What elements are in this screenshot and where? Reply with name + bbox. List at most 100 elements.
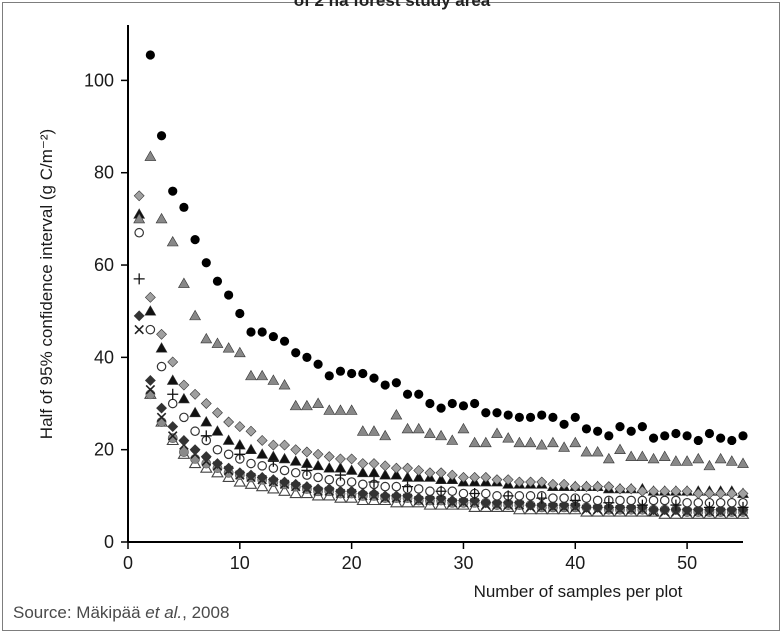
point-dark-diamond bbox=[435, 492, 447, 504]
point-filled-circle bbox=[268, 331, 278, 342]
point-grey-triangle bbox=[300, 399, 313, 411]
point-plus bbox=[737, 501, 749, 513]
point-dark-diamond bbox=[446, 495, 458, 506]
point-dark-diamond bbox=[625, 501, 637, 513]
point-dark-diamond bbox=[592, 501, 604, 513]
point-grey-triangle bbox=[725, 455, 738, 466]
series-dark-diamond bbox=[133, 310, 749, 516]
point-plus bbox=[200, 430, 212, 442]
point-filled-circle bbox=[391, 378, 401, 388]
point-dark-diamond bbox=[256, 471, 268, 483]
source-prefix: Source: Mäkipää bbox=[13, 603, 146, 622]
x-tick-label: 20 bbox=[342, 553, 362, 573]
point-grey-diamond bbox=[189, 388, 201, 400]
point-grey-diamond bbox=[178, 379, 190, 391]
point-dark-diamond bbox=[614, 501, 626, 513]
point-black-triangle bbox=[211, 425, 224, 436]
point-grey-triangle bbox=[211, 337, 224, 348]
point-open-circle bbox=[290, 467, 301, 478]
point-plus bbox=[603, 497, 615, 509]
point-grey-triangle bbox=[569, 436, 582, 448]
point-grey-triangle bbox=[356, 425, 369, 436]
point-filled-circle bbox=[458, 401, 469, 411]
point-grey-diamond bbox=[726, 488, 738, 499]
point-grey-triangle bbox=[323, 404, 336, 415]
point-filled-circle bbox=[302, 352, 312, 362]
point-filled-circle bbox=[704, 428, 715, 439]
x-tick-label: 30 bbox=[453, 553, 473, 573]
point-grey-triangle bbox=[614, 443, 626, 455]
point-filled-circle bbox=[559, 419, 569, 429]
point-dark-diamond bbox=[212, 458, 223, 469]
point-open-circle bbox=[447, 486, 458, 497]
point-dark-diamond bbox=[156, 402, 167, 414]
x-tick-label: 50 bbox=[677, 553, 697, 573]
point-open-circle bbox=[257, 461, 267, 471]
point-open-circle bbox=[559, 493, 569, 503]
point-open-circle bbox=[425, 486, 435, 497]
point-open-circle bbox=[514, 491, 525, 501]
point-open-circle bbox=[458, 488, 469, 499]
point-filled-circle bbox=[425, 398, 435, 409]
point-black-triangle bbox=[412, 471, 425, 482]
point-grey-triangle bbox=[423, 427, 436, 438]
point-black-triangle bbox=[222, 434, 235, 445]
point-black-triangle bbox=[368, 466, 380, 478]
axes: 0 20 40 60 80 100 0 10 20 30 40 50 bbox=[84, 25, 743, 573]
point-grey-circle bbox=[190, 454, 200, 464]
point-filled-circle bbox=[201, 258, 211, 268]
point-plus bbox=[368, 476, 380, 488]
point-open-circle bbox=[145, 324, 156, 335]
point-filled-circle bbox=[224, 290, 234, 300]
point-black-triangle bbox=[166, 374, 179, 385]
point-plus bbox=[402, 481, 414, 493]
point-filled-circle bbox=[604, 431, 614, 441]
point-dark-diamond bbox=[681, 504, 693, 516]
point-filled-circle bbox=[335, 366, 346, 376]
point-filled-circle bbox=[648, 433, 659, 443]
point-grey-triangle bbox=[546, 436, 559, 448]
point-filled-circle bbox=[570, 412, 580, 422]
point-grey-triangle bbox=[491, 427, 503, 438]
point-grey-diamond bbox=[625, 483, 637, 495]
point-grey-triangle bbox=[714, 452, 727, 464]
point-open-triangle bbox=[244, 477, 258, 489]
point-filled-circle bbox=[347, 368, 357, 379]
point-grey-diamond bbox=[513, 476, 525, 488]
point-grey-triangle bbox=[737, 457, 749, 468]
point-filled-circle bbox=[492, 408, 502, 418]
point-filled-circle bbox=[481, 408, 491, 418]
point-grey-triangle bbox=[580, 445, 593, 457]
point-grey-triangle bbox=[636, 450, 649, 461]
point-filled-circle bbox=[637, 421, 647, 432]
point-grey-triangle bbox=[401, 422, 414, 434]
point-cross bbox=[167, 431, 178, 441]
point-grey-diamond bbox=[692, 488, 704, 499]
point-open-circle bbox=[715, 497, 726, 508]
point-dark-diamond bbox=[346, 485, 358, 497]
point-grey-diamond bbox=[167, 356, 179, 368]
point-dark-diamond bbox=[726, 504, 738, 516]
point-dark-diamond bbox=[144, 375, 156, 386]
point-black-triangle bbox=[177, 392, 190, 404]
point-filled-circle bbox=[660, 431, 670, 441]
point-filled-circle bbox=[716, 433, 726, 443]
point-grey-diamond bbox=[547, 478, 559, 490]
point-plus bbox=[569, 494, 581, 506]
point-grey-triangle bbox=[379, 429, 392, 441]
point-black-triangle bbox=[435, 473, 448, 485]
point-grey-diamond bbox=[312, 448, 324, 460]
point-dark-diamond bbox=[357, 488, 369, 499]
point-filled-circle bbox=[235, 308, 245, 319]
point-filled-circle bbox=[537, 410, 547, 420]
point-dark-diamond bbox=[335, 485, 346, 497]
point-grey-diamond bbox=[290, 444, 302, 456]
point-dark-diamond bbox=[558, 499, 570, 511]
point-dark-diamond bbox=[323, 483, 335, 495]
point-grey-diamond bbox=[357, 458, 369, 469]
point-grey-triangle bbox=[245, 369, 257, 381]
point-dark-diamond bbox=[502, 497, 514, 509]
point-grey-triangle bbox=[669, 455, 682, 466]
point-filled-circle bbox=[358, 368, 368, 379]
